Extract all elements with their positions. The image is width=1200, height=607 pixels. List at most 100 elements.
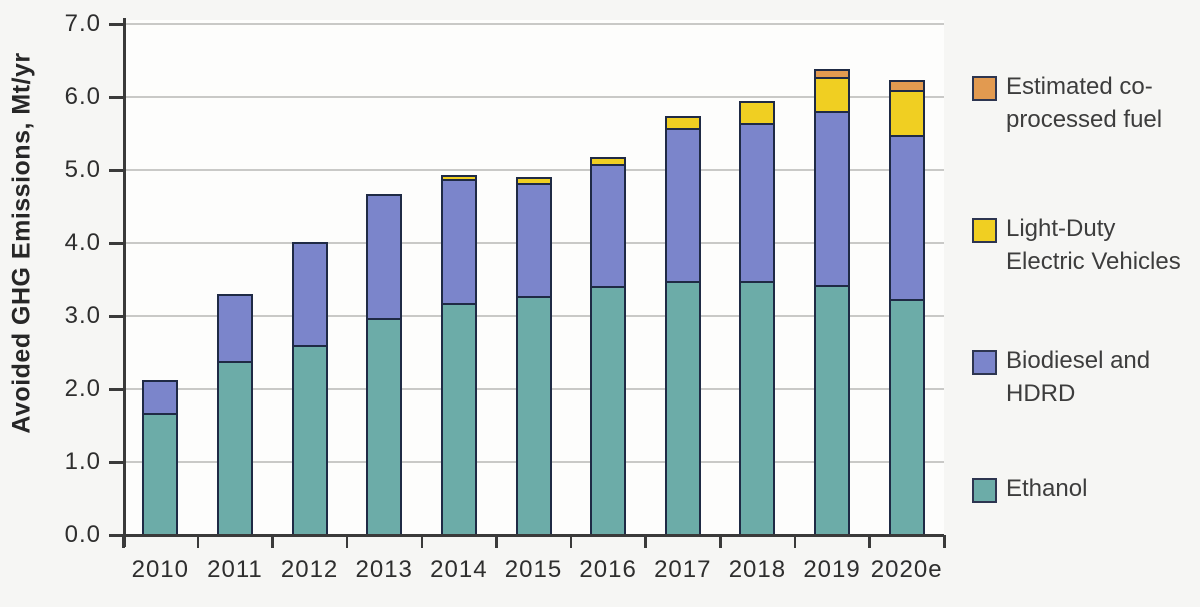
bar-2018 <box>739 100 775 537</box>
bar-2016 <box>590 157 626 537</box>
legend-label: Light-Duty Electric Vehicles <box>1006 215 1181 275</box>
x-tick-label: 2016 <box>579 556 637 583</box>
y-tick-mark <box>109 534 123 537</box>
bar-segment-estimated-co-processed-fuel <box>816 71 848 80</box>
legend-item-ethanol: Ethanol <box>972 472 1087 505</box>
bar-segment-light-duty-electric-vehicles <box>741 102 773 125</box>
legend-swatch-icon <box>972 218 997 243</box>
x-tick-mark <box>943 535 946 548</box>
bar-segment-ethanol <box>294 346 326 535</box>
y-tick-label: 4.0 <box>64 229 101 256</box>
x-tick-mark <box>495 535 498 548</box>
x-tick-mark <box>122 535 125 548</box>
x-tick-label: 2017 <box>654 556 712 583</box>
bar-segment-ethanol <box>592 288 624 535</box>
y-tick-label: 7.0 <box>64 10 101 37</box>
bar-2012 <box>292 242 328 537</box>
x-tick-mark <box>420 535 424 548</box>
legend-label: Estimated co-processed fuel <box>1006 73 1163 133</box>
bar-segment-light-duty-electric-vehicles <box>443 177 475 181</box>
y-tick-mark <box>109 388 123 391</box>
legend-swatch-icon <box>972 350 997 375</box>
x-tick-mark <box>719 535 722 548</box>
y-tick-mark <box>109 169 123 172</box>
bar-segment-light-duty-electric-vehicles <box>816 79 848 114</box>
bar-2020e <box>889 79 925 537</box>
bar-segment-biodiesel-and-hdrd <box>592 166 624 289</box>
x-tick-label: 2012 <box>280 556 339 583</box>
y-tick-label: 2.0 <box>64 375 101 402</box>
y-tick-mark <box>109 96 123 99</box>
legend-item-light-duty-electric-vehicles: Light-Duty Electric Vehicles <box>972 212 1181 278</box>
bar-2014 <box>441 175 477 537</box>
bar-segment-ethanol <box>741 283 773 535</box>
bar-segment-biodiesel-and-hdrd <box>667 129 699 284</box>
legend-swatch-icon <box>972 76 997 101</box>
gridline <box>123 169 944 171</box>
x-axis-line <box>115 534 944 537</box>
x-tick-label: 2010 <box>131 556 189 583</box>
bar-segment-estimated-co-processed-fuel <box>891 81 923 92</box>
bar-2010 <box>142 379 178 537</box>
y-tick-label: 6.0 <box>64 83 101 110</box>
bar-2011 <box>217 293 253 537</box>
y-tick-mark <box>109 315 123 318</box>
legend-swatch-icon <box>972 478 997 503</box>
x-tick-label: 2013 <box>355 556 413 583</box>
bar-segment-ethanol <box>144 414 176 535</box>
bar-segment-biodiesel-and-hdrd <box>891 137 923 302</box>
x-tick-mark <box>345 535 349 548</box>
bar-segment-biodiesel-and-hdrd <box>144 381 176 415</box>
x-tick-label: 2011 <box>207 556 263 583</box>
bar-segment-biodiesel-and-hdrd <box>294 244 326 347</box>
bar-segment-biodiesel-and-hdrd <box>368 195 400 320</box>
bar-segment-light-duty-electric-vehicles <box>667 118 699 130</box>
legend-item-biodiesel-and-hdrd: Biodiesel and HDRD <box>972 344 1150 410</box>
legend-item-estimated-co-processed-fuel: Estimated co-processed fuel <box>972 70 1162 136</box>
bar-segment-ethanol <box>518 297 550 535</box>
bar-segment-biodiesel-and-hdrd <box>443 180 475 306</box>
bar-segment-ethanol <box>816 286 848 535</box>
x-tick-mark <box>793 535 797 548</box>
legend-label: Ethanol <box>1006 475 1088 502</box>
y-tick-mark <box>109 23 123 26</box>
x-tick-label: 2014 <box>430 556 488 583</box>
x-tick-mark <box>196 535 200 548</box>
bar-segment-ethanol <box>368 319 400 535</box>
x-tick-mark <box>868 535 871 548</box>
y-tick-label: 5.0 <box>64 156 101 183</box>
y-tick-label: 1.0 <box>64 448 101 475</box>
bar-segment-light-duty-electric-vehicles <box>891 91 923 138</box>
legend-label: Biodiesel and HDRD <box>1006 347 1151 407</box>
x-tick-label: 2020e <box>870 556 943 583</box>
bar-segment-biodiesel-and-hdrd <box>219 295 251 364</box>
bar-segment-ethanol <box>891 301 923 535</box>
bar-segment-ethanol <box>219 363 251 535</box>
y-tick-mark <box>109 242 123 245</box>
gridline <box>123 96 944 98</box>
bar-segment-biodiesel-and-hdrd <box>816 113 848 287</box>
bar-segment-ethanol <box>667 283 699 535</box>
y-tick-label: 0.0 <box>64 521 101 548</box>
x-tick-mark <box>569 535 573 548</box>
y-axis-title: Avoided GHG Emissions, Mt/yr <box>7 52 36 434</box>
bar-segment-ethanol <box>443 305 475 535</box>
bar-segment-biodiesel-and-hdrd <box>741 124 773 284</box>
x-tick-mark <box>644 535 647 548</box>
y-axis-line <box>123 18 126 547</box>
y-tick-mark <box>109 461 123 464</box>
x-tick-mark <box>271 535 274 548</box>
x-tick-label: 2019 <box>803 556 861 583</box>
bar-segment-light-duty-electric-vehicles <box>592 159 624 167</box>
y-tick-label: 3.0 <box>64 302 101 329</box>
x-tick-label: 2015 <box>504 556 563 583</box>
bar-segment-light-duty-electric-vehicles <box>518 178 550 185</box>
bar-2015 <box>516 176 552 537</box>
gridline <box>123 23 944 25</box>
bar-2017 <box>665 116 701 537</box>
bar-2013 <box>366 193 402 537</box>
x-tick-label: 2018 <box>728 556 787 583</box>
bar-segment-biodiesel-and-hdrd <box>518 184 550 298</box>
bar-2019 <box>814 69 850 537</box>
